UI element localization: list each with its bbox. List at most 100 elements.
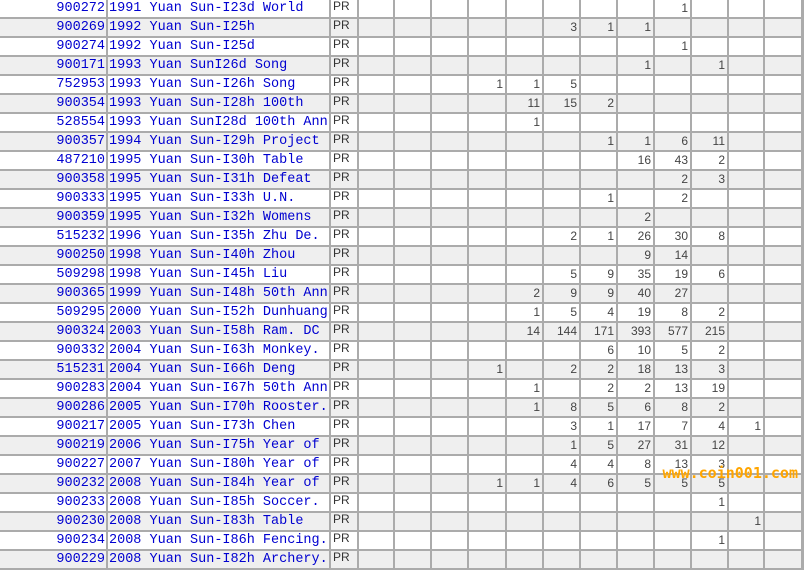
grade-code: PR	[329, 207, 359, 228]
count-cell	[763, 511, 803, 532]
item-name-link[interactable]: 1993 Yuan SunI26d Song	[106, 55, 331, 76]
item-id-link[interactable]: 900274	[0, 36, 108, 57]
item-name-link[interactable]: 1995 Yuan Sun-I30h Table	[106, 150, 331, 171]
item-name-link[interactable]: 2008 Yuan Sun-I82h Archery.	[106, 549, 331, 570]
count-cell	[763, 492, 803, 513]
item-name-link[interactable]: 1991 Yuan Sun-I23d World	[106, 0, 331, 19]
count-cell	[467, 150, 507, 171]
count-cell	[430, 55, 469, 76]
count-cell	[393, 416, 432, 437]
item-name-link[interactable]: 2005 Yuan Sun-I70h Rooster.	[106, 397, 331, 418]
total-cell: 28	[801, 93, 804, 114]
grade-code: PR	[329, 150, 359, 171]
item-name-link[interactable]: 1993 Yuan SunI28d 100th Ann	[106, 112, 331, 133]
item-id-link[interactable]: 900250	[0, 245, 108, 266]
count-cell	[357, 321, 395, 342]
item-id-link[interactable]: 900324	[0, 321, 108, 342]
count-cell	[763, 93, 803, 114]
item-id-link[interactable]: 900286	[0, 397, 108, 418]
item-name-link[interactable]: 2008 Yuan Sun-I86h Fencing.	[106, 530, 331, 551]
item-id-link[interactable]: 487210	[0, 150, 108, 171]
count-cell	[763, 378, 803, 399]
count-cell	[616, 74, 655, 95]
count-cell: 1	[505, 302, 544, 323]
count-cell	[542, 150, 581, 171]
item-id-link[interactable]: 900234	[0, 530, 108, 551]
count-cell: 10	[616, 340, 655, 361]
count-cell	[430, 226, 469, 247]
item-name-link[interactable]: 2000 Yuan Sun-I52h Dunhuang	[106, 302, 331, 323]
count-cell	[579, 55, 618, 76]
item-name-link[interactable]: 2005 Yuan Sun-I73h Chen	[106, 416, 331, 437]
count-cell	[653, 112, 692, 133]
item-id-link[interactable]: 900359	[0, 207, 108, 228]
item-id-link[interactable]: 900233	[0, 492, 108, 513]
item-name-link[interactable]: 1992 Yuan Sun-I25h	[106, 17, 331, 38]
item-id-link[interactable]: 528554	[0, 112, 108, 133]
item-id-link[interactable]: 900332	[0, 340, 108, 361]
item-id-link[interactable]: 900229	[0, 549, 108, 570]
count-cell	[727, 397, 765, 418]
item-name-link[interactable]: 1996 Yuan Sun-I35h Zhu De.	[106, 226, 331, 247]
item-name-link[interactable]: 1993 Yuan Sun-I26h Song	[106, 74, 331, 95]
item-id-link[interactable]: 900283	[0, 378, 108, 399]
grade-code: PR	[329, 340, 359, 361]
item-id-link[interactable]: 900227	[0, 454, 108, 475]
item-name-link[interactable]: 2004 Yuan Sun-I67h 50th Ann	[106, 378, 331, 399]
item-id-link[interactable]: 900230	[0, 511, 108, 532]
item-id-link[interactable]: 515231	[0, 359, 108, 380]
item-name-link[interactable]: 1993 Yuan Sun-I28h 100th	[106, 93, 331, 114]
count-cell	[727, 17, 765, 38]
count-cell	[579, 74, 618, 95]
count-cell	[653, 492, 692, 513]
item-name-link[interactable]: 2006 Yuan Sun-I75h Year of	[106, 435, 331, 456]
grade-code: PR	[329, 397, 359, 418]
count-cell	[763, 0, 803, 19]
item-id-link[interactable]: 900333	[0, 188, 108, 209]
item-name-link[interactable]: 1998 Yuan Sun-I45h Liu	[106, 264, 331, 285]
item-name-link[interactable]: 1992 Yuan Sun-I25d	[106, 36, 331, 57]
item-name-link[interactable]: 2004 Yuan Sun-I63h Monkey.	[106, 340, 331, 361]
item-name-link[interactable]: 1995 Yuan Sun-I32h Womens	[106, 207, 331, 228]
count-cell	[467, 416, 507, 437]
count-cell	[763, 302, 803, 323]
count-cell: 1	[653, 36, 692, 57]
item-id-link[interactable]: 900272	[0, 0, 108, 19]
item-name-link[interactable]: 2008 Yuan Sun-I83h Table	[106, 511, 331, 532]
item-name-link[interactable]: 1995 Yuan Sun-I33h U.N.	[106, 188, 331, 209]
item-name-link[interactable]: 1995 Yuan Sun-I31h Defeat	[106, 169, 331, 190]
item-id-link[interactable]: 900357	[0, 131, 108, 152]
item-id-link[interactable]: 900354	[0, 93, 108, 114]
count-cell: 26	[616, 226, 655, 247]
item-id-link[interactable]: 509298	[0, 264, 108, 285]
total-cell	[801, 549, 804, 570]
item-name-link[interactable]: 1998 Yuan Sun-I40h Zhou	[106, 245, 331, 266]
count-cell: 1	[542, 435, 581, 456]
item-id-link[interactable]: 900365	[0, 283, 108, 304]
count-cell: 1	[579, 416, 618, 437]
item-id-link[interactable]: 900171	[0, 55, 108, 76]
item-id-link[interactable]: 900217	[0, 416, 108, 437]
item-id-link[interactable]: 900269	[0, 17, 108, 38]
item-name-link[interactable]: 2007 Yuan Sun-I80h Year of	[106, 454, 331, 475]
item-id-link[interactable]: 509295	[0, 302, 108, 323]
item-name-link[interactable]: 2003 Yuan Sun-I58h Ram. DC	[106, 321, 331, 342]
item-name-link[interactable]: 1999 Yuan Sun-I48h 50th Ann	[106, 283, 331, 304]
item-id-link[interactable]: 900358	[0, 169, 108, 190]
count-cell	[542, 169, 581, 190]
count-cell: 2	[690, 302, 729, 323]
table-row: 509295 2000 Yuan Sun-I52h Dunhuang PR 1 5 4 19…	[0, 302, 804, 323]
item-id-link[interactable]: 752953	[0, 74, 108, 95]
item-name-link[interactable]: 1994 Yuan Sun-I29h Project	[106, 131, 331, 152]
count-cell	[763, 454, 803, 475]
item-name-link[interactable]: 2004 Yuan Sun-I66h Deng	[106, 359, 331, 380]
count-cell	[542, 549, 581, 570]
item-id-link[interactable]: 900219	[0, 435, 108, 456]
count-cell	[393, 321, 432, 342]
count-cell	[467, 511, 507, 532]
count-cell	[393, 0, 432, 19]
item-id-link[interactable]: 515232	[0, 226, 108, 247]
count-cell	[690, 17, 729, 38]
item-name-link[interactable]: 2008 Yuan Sun-I85h Soccer.	[106, 492, 331, 513]
count-cell	[393, 511, 432, 532]
